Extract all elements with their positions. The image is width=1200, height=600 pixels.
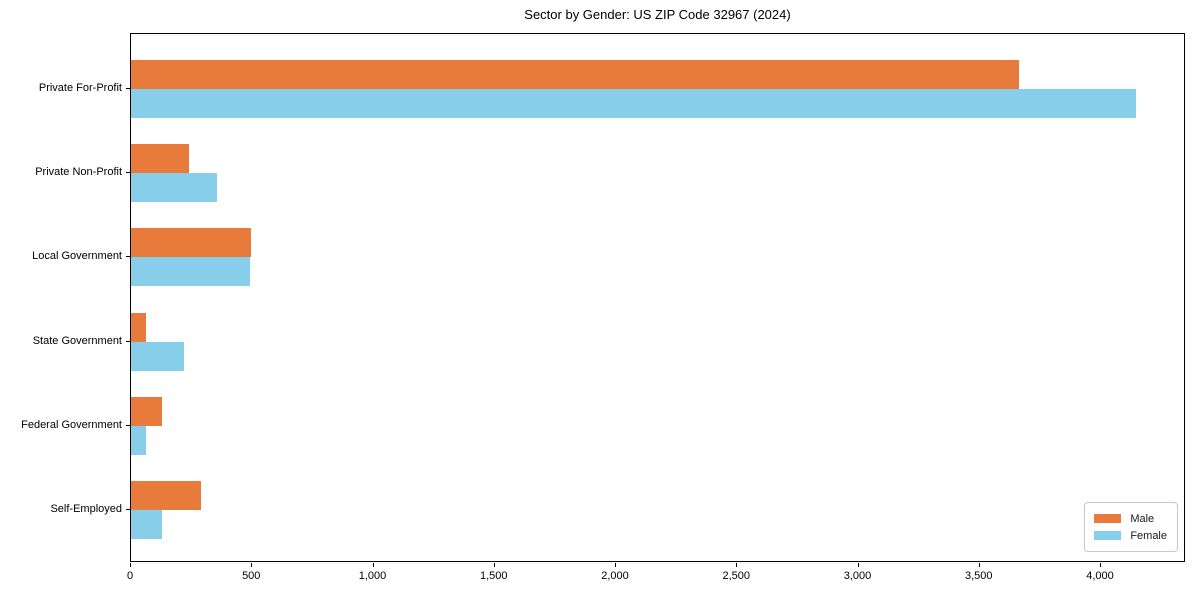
x-tick-7 [978,563,980,567]
bar-female-3 [131,341,185,371]
bar-female-1 [131,173,218,203]
y-label-2: Local Government [32,250,122,263]
x-tick-label-7: 3,500 [964,570,993,582]
x-tick-label-1: 500 [242,570,261,582]
bar-male-4 [131,396,162,426]
x-tick-label-6: 3,000 [843,570,872,582]
x-tick-label-2: 1,000 [358,570,387,582]
legend: Male Female [1084,502,1178,552]
legend-item-male: Male [1094,510,1167,527]
x-tick-label-0: 0 [126,570,134,582]
x-tick-6 [857,563,859,567]
x-tick-label-4: 2,000 [601,570,629,582]
y-tick-5 [126,509,130,510]
bar-female-5 [131,510,163,539]
y-tick-4 [126,424,130,426]
x-tick-2 [372,563,374,567]
y-label-4: Federal Government [21,418,122,431]
y-label-0: Private For-Profit [38,82,122,94]
bar-female-2 [131,257,250,287]
x-tick-5 [736,563,738,567]
legend-label-male: Male [1130,512,1155,525]
legend-label-female: Female [1130,529,1167,542]
chart-title: Sector by Gender: US ZIP Code 32967 (202… [524,7,791,22]
x-tick-4 [615,563,616,567]
x-tick-label-5: 2,500 [722,570,751,582]
y-tick-2 [126,256,130,258]
legend-item-female: Female [1094,527,1167,544]
plot-area: Male Female [130,33,1185,562]
x-tick-label-8: 4,000 [1086,570,1114,582]
y-tick-1 [126,172,130,174]
x-tick-3 [493,563,495,567]
x-tick-label-3: 1,500 [479,570,508,582]
y-label-3: State Government [32,334,122,347]
bar-female-4 [131,425,146,455]
x-tick-8 [1100,563,1101,567]
x-tick-0 [130,563,131,567]
y-tick-3 [126,340,130,342]
x-tick-1 [251,563,253,567]
y-label-1: Private Non-Profit [35,166,122,179]
bar-male-1 [131,144,190,174]
y-tick-0 [126,88,130,89]
bar-female-0 [131,89,1137,118]
bar-male-0 [131,60,1019,89]
legend-swatch-male [1094,514,1122,523]
bar-male-3 [131,312,147,342]
bar-male-2 [131,228,252,258]
y-axis-labels: Private For-Profit Private Non-Profit Loca… [0,33,122,562]
y-label-5: Self-Employed [50,503,122,515]
bar-male-5 [131,481,202,510]
legend-swatch-female [1094,531,1122,540]
